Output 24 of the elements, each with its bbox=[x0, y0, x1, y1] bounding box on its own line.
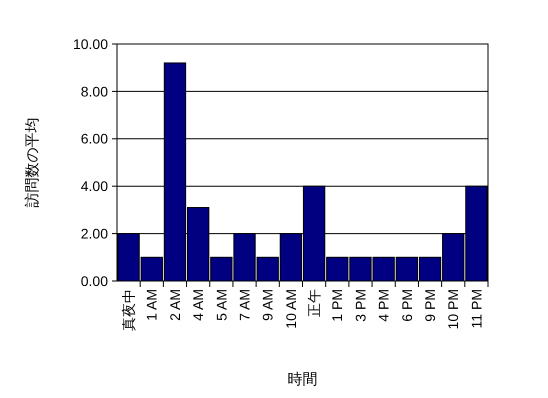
x-tick-label: 5 AM bbox=[213, 289, 230, 321]
x-tick-label: 7 AM bbox=[236, 289, 252, 321]
x-tick-label: 10 PM bbox=[445, 289, 462, 330]
y-tick-label: 2.00 bbox=[80, 226, 108, 242]
x-tick-label: 4 PM bbox=[376, 289, 392, 322]
x-tick-label: 真夜中 bbox=[120, 289, 136, 331]
y-tick-label: 10.00 bbox=[72, 36, 108, 52]
y-tick-label: 0.00 bbox=[80, 272, 108, 289]
x-tick-label: 1 PM bbox=[329, 289, 346, 322]
y-tick-label: 4.00 bbox=[80, 178, 108, 194]
x-axis-title: 時間 bbox=[288, 371, 318, 388]
y-axis-title: 訪問数の平均 bbox=[24, 118, 41, 208]
x-tick-label: 4 AM bbox=[190, 289, 206, 321]
x-tick-label: 正午 bbox=[306, 289, 322, 317]
x-tick-label: 1 AM bbox=[144, 289, 160, 321]
x-tick-label: 11 PM bbox=[468, 289, 484, 328]
x-tick-label: 2 AM bbox=[166, 289, 183, 321]
x-tick-label: 10 AM bbox=[282, 289, 299, 329]
y-tick-label: 6.00 bbox=[80, 130, 108, 147]
x-tick-label: 9 PM bbox=[422, 289, 438, 322]
y-tick-label: 8.00 bbox=[80, 83, 108, 100]
x-tick-label: 6 PM bbox=[398, 289, 415, 322]
x-tick-label: 3 PM bbox=[352, 289, 368, 322]
x-tick-label: 9 AM bbox=[260, 289, 276, 321]
